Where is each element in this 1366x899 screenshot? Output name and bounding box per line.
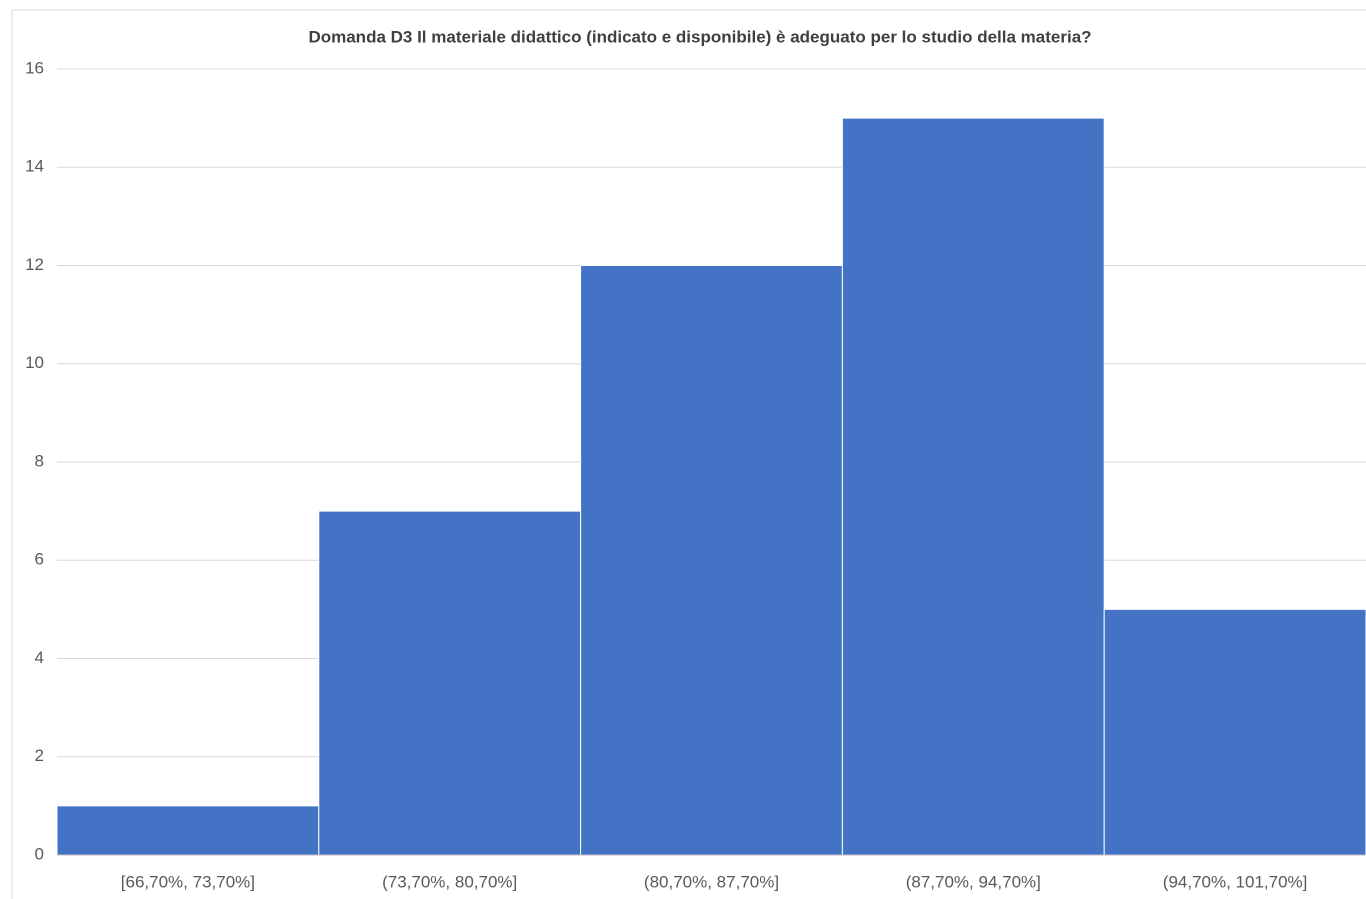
y-tick-label: 2: [35, 746, 44, 765]
y-tick-label: 10: [25, 353, 44, 372]
bar: [318, 510, 582, 856]
bar: [841, 117, 1105, 856]
x-tick-label: (73,70%, 80,70%]: [382, 872, 517, 891]
y-tick-label: 4: [35, 648, 44, 667]
x-tick-label: (87,70%, 94,70%]: [906, 872, 1041, 891]
y-tick-label: 8: [35, 451, 44, 470]
x-tick-label: (94,70%, 101,70%]: [1163, 872, 1308, 891]
y-tick-label: 12: [25, 255, 44, 274]
y-tick-label: 16: [25, 58, 44, 77]
bar: [580, 265, 843, 856]
bar: [56, 805, 320, 856]
bar: [1103, 608, 1366, 856]
chart-title: Domanda D3 Il materiale didattico (indic…: [308, 27, 1091, 46]
y-tick-label: 0: [35, 844, 44, 863]
y-tick-label: 6: [35, 550, 44, 569]
x-tick-label: [66,70%, 73,70%]: [121, 872, 255, 891]
y-tick-label: 14: [25, 157, 44, 176]
x-tick-label: (80,70%, 87,70%]: [644, 872, 779, 891]
